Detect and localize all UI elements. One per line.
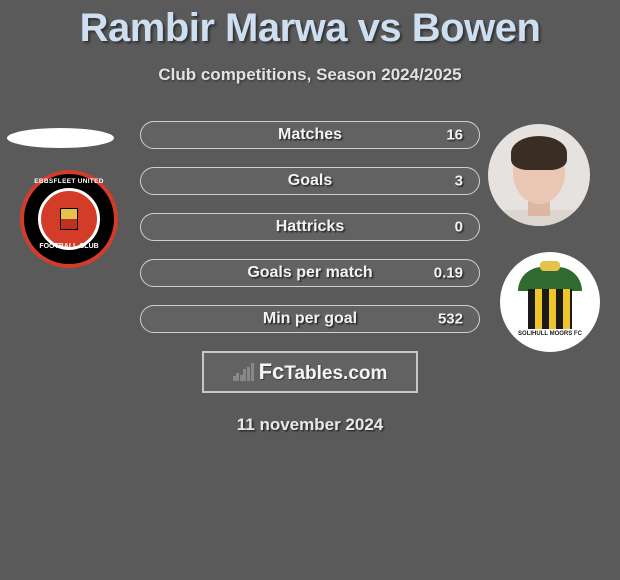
stat-label: Goals (288, 172, 332, 190)
club-badge-right: SOLIHULL MOORS FC (500, 252, 600, 352)
club-left-inner (38, 188, 100, 250)
stat-label: Goals per match (247, 264, 372, 282)
bar-chart-icon (233, 363, 255, 381)
stat-row: Goals 3 (140, 167, 480, 195)
player-left-avatar (7, 128, 114, 148)
page-subtitle: Club competitions, Season 2024/2025 (0, 65, 620, 85)
stat-value-right: 0 (455, 219, 463, 236)
club-left-ring-text-top: EBBSFLEET UNITED (24, 178, 114, 185)
stat-label: Matches (278, 126, 342, 144)
stat-row: Min per goal 532 (140, 305, 480, 333)
club-right-shield-icon (528, 289, 572, 329)
stat-label: Min per goal (263, 310, 357, 328)
stat-row: Matches 16 (140, 121, 480, 149)
branding-box: FcTables.com (202, 351, 418, 393)
branding-prefix: Fc (259, 359, 285, 384)
branding-text: FcTables.com (259, 359, 388, 385)
club-right-tree-icon (518, 267, 582, 291)
stat-value-right: 3 (455, 173, 463, 190)
stat-row: Goals per match 0.19 (140, 259, 480, 287)
player-right-avatar (488, 124, 590, 226)
page-title: Rambir Marwa vs Bowen (0, 0, 620, 51)
stat-value-right: 532 (438, 311, 463, 328)
stat-value-right: 0.19 (434, 265, 463, 282)
date-text: 11 november 2024 (0, 415, 620, 435)
player-right-face-icon (503, 136, 575, 226)
club-left-shield-icon (60, 208, 78, 230)
stat-label: Hattricks (276, 218, 344, 236)
stat-value-right: 16 (446, 127, 463, 144)
club-left-ring-text-bottom: FOOTBALL CLUB (24, 243, 114, 250)
club-right-label: SOLIHULL MOORS FC (518, 331, 582, 337)
branding-suffix: Tables.com (284, 363, 387, 384)
stat-row: Hattricks 0 (140, 213, 480, 241)
club-badge-left: EBBSFLEET UNITED FOOTBALL CLUB (20, 170, 118, 268)
